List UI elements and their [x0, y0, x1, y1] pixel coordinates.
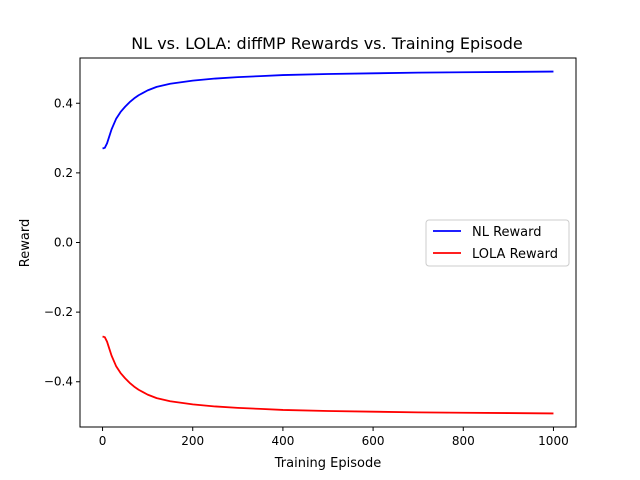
x-tick-label: 800: [452, 434, 475, 448]
x-axis-label: Training Episode: [274, 456, 381, 471]
x-tick-label: 200: [181, 434, 204, 448]
x-tick-label: 1000: [538, 434, 569, 448]
x-tick-label: 0: [99, 434, 107, 448]
x-tick-label: 400: [271, 434, 294, 448]
series-line-nl-reward: [102, 70, 554, 150]
legend-label-lola: LOLA Reward: [472, 247, 558, 262]
series-lines: [102, 70, 554, 415]
y-tick-label: 0.0: [54, 236, 73, 250]
legend: NL Reward LOLA Reward: [425, 219, 570, 267]
y-tick-label: 0.4: [54, 96, 73, 110]
y-axis: −0.4 −0.2 0.0 0.2 0.4: [44, 96, 80, 389]
y-tick-label: −0.4: [44, 375, 73, 389]
x-tick-label: 600: [362, 434, 385, 448]
y-tick-label: −0.2: [44, 305, 73, 319]
legend-label-nl: NL Reward: [472, 225, 542, 240]
y-tick-label: 0.2: [54, 166, 73, 180]
x-axis: 0 200 400 600 800 1000: [99, 427, 569, 448]
series-line-lola-reward: [102, 335, 554, 415]
chart-title: NL vs. LOLA: diffMP Rewards vs. Training…: [131, 34, 523, 53]
y-axis-label: Reward: [18, 219, 33, 267]
legend-box: [425, 219, 570, 267]
